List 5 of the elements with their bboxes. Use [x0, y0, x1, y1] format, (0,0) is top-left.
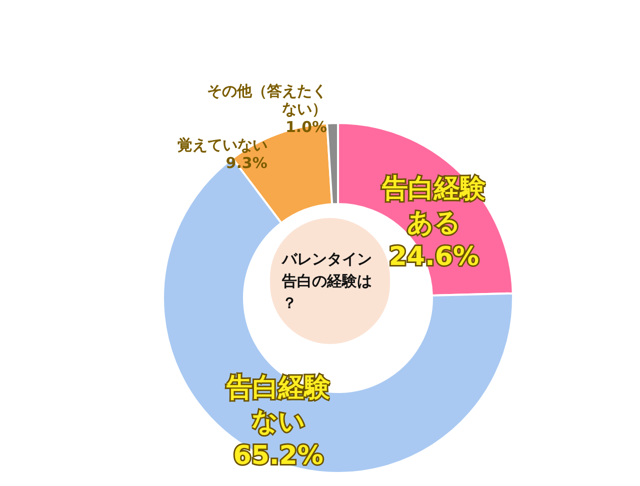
data-label: 65.2% [233, 440, 324, 471]
slice-label: 告白経験ない [225, 372, 332, 437]
slice-label: 覚えていない [177, 136, 268, 154]
slice-label: その他（答えたくない） [207, 82, 328, 118]
text: バレンタイン告白の経験は？ [281, 250, 372, 312]
